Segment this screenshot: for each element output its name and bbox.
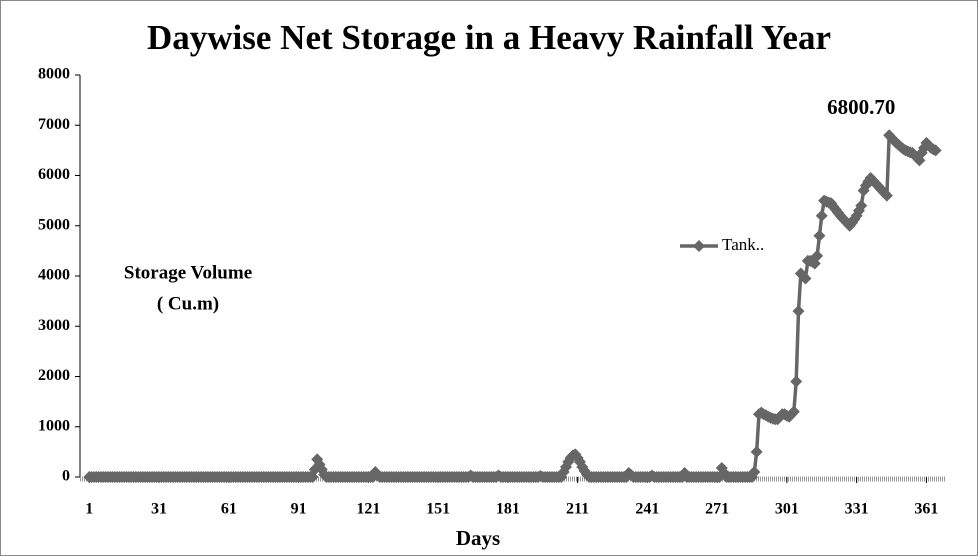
- data-point: [748, 465, 761, 478]
- x-tick-label: 241: [635, 501, 659, 518]
- data-point: [929, 144, 942, 157]
- x-tick-label: 61: [221, 501, 237, 518]
- legend-marker: [693, 240, 705, 252]
- data-point: [799, 272, 812, 285]
- data-point: [750, 445, 763, 458]
- x-tick-label: 211: [566, 501, 589, 518]
- legend-label: Tank..: [722, 235, 764, 254]
- y-tick-label: 3000: [38, 317, 70, 334]
- data-label: 6800.70: [827, 95, 895, 119]
- x-tick-label: 331: [845, 501, 869, 518]
- data-point: [790, 375, 803, 388]
- y-tick-label: 2000: [38, 367, 70, 384]
- data-point: [811, 249, 824, 262]
- x-tick-label: 151: [426, 501, 450, 518]
- y-tick-label: 0: [62, 468, 70, 485]
- x-tick-label: 301: [775, 501, 799, 518]
- chart-title: Daywise Net Storage in a Heavy Rainfall …: [147, 18, 831, 57]
- x-tick-label: 31: [151, 501, 167, 518]
- x-tick-label: 91: [291, 501, 307, 518]
- data-point: [787, 405, 800, 418]
- x-tick-label: 271: [705, 501, 729, 518]
- x-tick-label: 181: [496, 501, 520, 518]
- data-point: [815, 209, 828, 222]
- y-tick-label: 8000: [38, 66, 70, 83]
- y-tick-label: 7000: [38, 116, 70, 133]
- y-axis-label: Storage Volume: [124, 262, 252, 283]
- y-tick-label: 6000: [38, 166, 70, 183]
- data-point: [792, 305, 805, 318]
- data-point: [880, 189, 893, 202]
- x-tick-label: 121: [356, 501, 380, 518]
- x-axis-label: Days: [456, 526, 500, 550]
- x-tick-label: 1: [85, 501, 93, 518]
- y-tick-label: 4000: [38, 267, 70, 284]
- data-point: [855, 199, 868, 212]
- data-point: [813, 229, 826, 242]
- y-tick-label: 5000: [38, 216, 70, 233]
- y-axis-label: ( Cu.m): [157, 293, 219, 314]
- y-tick-label: 1000: [38, 417, 70, 434]
- x-tick-label: 361: [914, 501, 938, 518]
